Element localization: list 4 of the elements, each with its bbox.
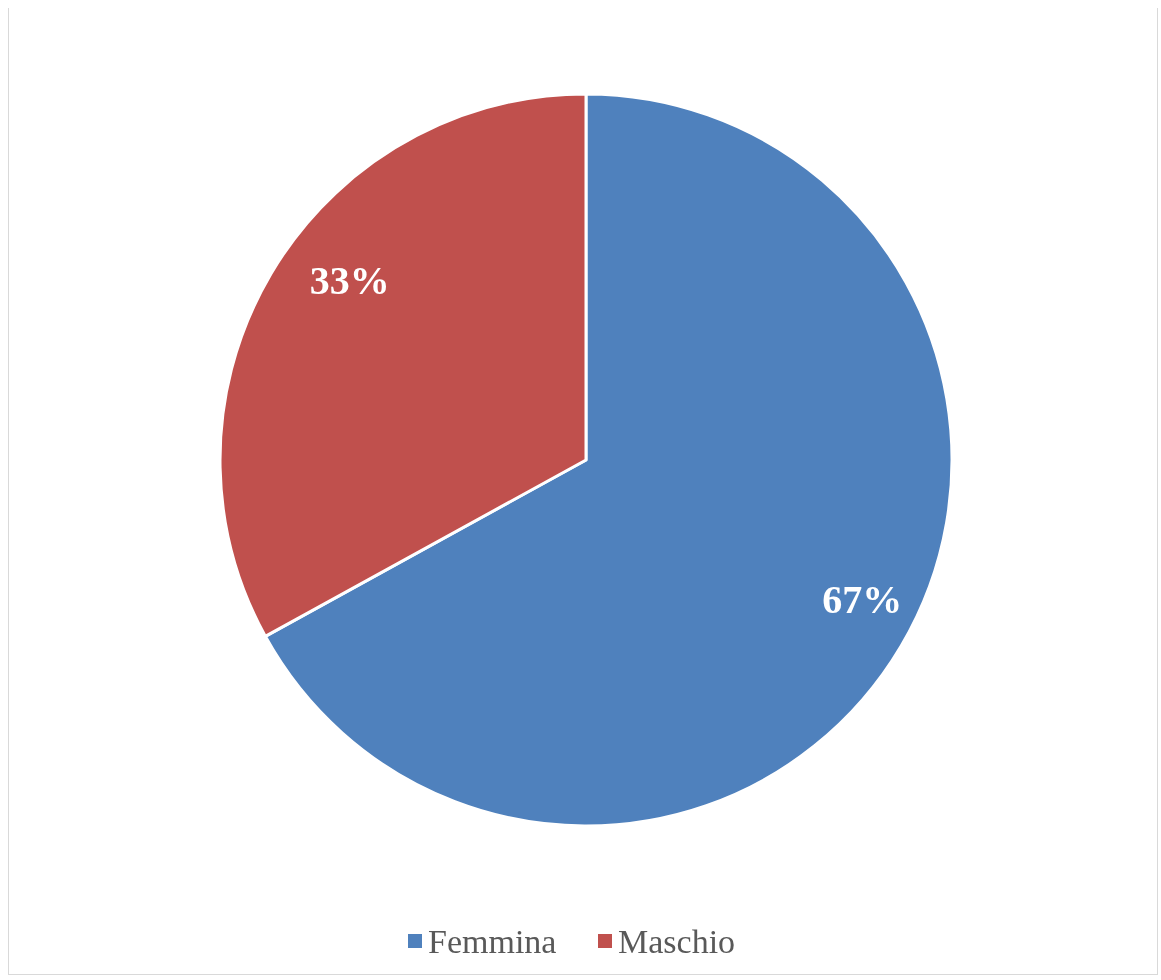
legend-label: Maschio — [618, 922, 736, 960]
legend-label: Femmina — [428, 922, 557, 960]
data-label: 33% — [309, 257, 390, 303]
data-label: 67% — [822, 577, 903, 623]
